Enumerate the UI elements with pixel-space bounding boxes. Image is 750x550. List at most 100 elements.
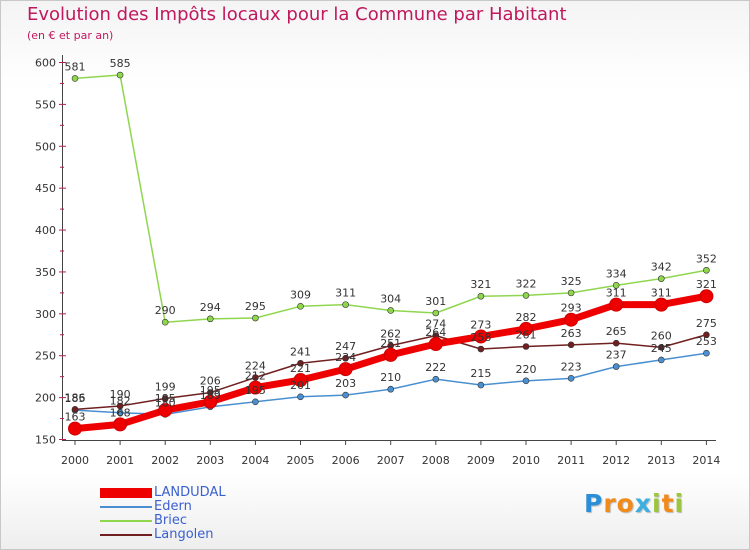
logo-letter: t — [661, 489, 675, 518]
legend-label-edern: Edern — [154, 499, 192, 514]
data-label-edern: 220 — [516, 363, 537, 376]
data-label-edern: 203 — [335, 377, 356, 390]
data-label-edern: 182 — [110, 395, 131, 408]
series-point-landudal — [113, 417, 128, 432]
series-point-edern — [567, 375, 575, 382]
data-label-edern: 185 — [65, 392, 86, 405]
data-label-landudal: 221 — [290, 362, 311, 375]
logo-letter: i — [674, 489, 685, 518]
x-tick-label: 2013 — [647, 454, 675, 467]
data-label-edern: 223 — [561, 360, 582, 373]
y-tick-label: 600 — [35, 56, 56, 69]
logo-letter: o — [616, 489, 635, 518]
data-label-landudal: 212 — [245, 370, 266, 383]
logo-letter: P — [584, 489, 604, 518]
legend-label-langolen: Langolen — [154, 527, 214, 542]
data-label-edern: 189 — [200, 389, 221, 402]
data-label-briec: 581 — [65, 60, 86, 73]
legend-swatch-langolen — [100, 534, 152, 536]
data-label-briec: 309 — [290, 288, 311, 301]
x-tick-label: 2011 — [557, 454, 585, 467]
data-label-langolen: 261 — [516, 329, 537, 342]
series-point-briec — [567, 289, 575, 297]
data-label-edern: 245 — [651, 342, 672, 355]
data-label-landudal: 234 — [335, 351, 356, 364]
series-point-langolen — [252, 374, 259, 381]
data-label-edern: 215 — [470, 367, 491, 380]
logo-letter: r — [603, 489, 617, 518]
proxiti-logo: Proxiti — [584, 489, 684, 518]
x-tick-label: 2005 — [287, 454, 315, 467]
series-point-landudal — [654, 297, 669, 312]
series-point-langolen — [161, 395, 169, 402]
data-label-edern: 201 — [290, 379, 311, 392]
series-point-landudal — [203, 394, 218, 409]
y-tick-label: 250 — [35, 350, 56, 363]
series-point-edern — [342, 391, 349, 399]
data-label-landudal: 311 — [606, 287, 627, 300]
data-label-landudal: 163 — [65, 411, 86, 424]
x-tick-label: 2008 — [422, 454, 450, 467]
data-label-landudal: 168 — [110, 406, 131, 419]
series-point-briec — [432, 309, 440, 317]
data-label-landudal: 195 — [200, 384, 221, 397]
y-tick-label: 400 — [35, 224, 56, 237]
data-label-briec: 352 — [696, 252, 717, 265]
x-tick-label: 2006 — [332, 454, 360, 467]
data-label-langolen: 241 — [290, 345, 311, 358]
series-point-briec — [161, 318, 169, 326]
legend-swatch-edern — [100, 506, 152, 508]
data-label-edern: 180 — [155, 396, 176, 409]
data-label-briec: 334 — [606, 267, 627, 280]
data-label-landudal: 273 — [470, 318, 491, 331]
series-point-edern — [703, 349, 710, 357]
series-point-langolen — [477, 345, 485, 353]
data-label-briec: 301 — [425, 295, 446, 308]
data-label-briec: 304 — [380, 292, 401, 305]
chart-title: Evolution des Impôts locaux pour la Comm… — [27, 4, 567, 25]
series-point-landudal — [293, 373, 308, 388]
data-label-briec: 295 — [245, 300, 266, 313]
series-point-landudal — [519, 321, 533, 336]
data-label-langolen: 275 — [696, 317, 717, 330]
y-tick-label: 350 — [35, 266, 56, 279]
data-label-landudal: 321 — [696, 278, 717, 291]
x-tick-label: 2000 — [61, 454, 89, 467]
legend-swatch-landudal — [100, 488, 152, 498]
series-line-briec — [74, 74, 708, 323]
series-point-edern — [477, 381, 485, 389]
data-label-langolen: 206 — [200, 375, 221, 388]
series-point-briec — [252, 314, 259, 322]
series-point-landudal — [473, 329, 488, 344]
x-tick-label: 2004 — [241, 454, 269, 467]
logo-letter: x — [634, 489, 652, 518]
series-point-langolen — [612, 339, 620, 347]
x-tick-label: 2007 — [377, 454, 405, 467]
series-point-langolen — [567, 341, 575, 349]
series-point-briec — [342, 301, 349, 308]
series-point-briec — [71, 75, 79, 82]
data-label-langolen: 274 — [425, 318, 446, 331]
data-label-briec: 294 — [200, 301, 221, 314]
series-point-langolen — [297, 359, 304, 367]
data-label-langolen: 260 — [651, 329, 672, 342]
data-label-langolen: 258 — [470, 331, 491, 344]
x-tick-label: 2009 — [467, 454, 495, 467]
series-point-landudal — [699, 289, 714, 304]
x-tick-label: 2014 — [692, 454, 720, 467]
data-label-briec: 311 — [335, 287, 356, 300]
data-label-edern: 195 — [245, 384, 266, 397]
chart-subtitle: (en € et par an) — [27, 29, 114, 42]
series-point-briec — [477, 292, 485, 300]
series-point-landudal — [609, 297, 624, 312]
series-point-edern — [657, 356, 665, 364]
x-tick-label: 2001 — [106, 454, 134, 467]
series-point-briec — [207, 315, 214, 323]
series-point-briec — [657, 275, 665, 282]
series-point-landudal — [248, 380, 263, 395]
legend-label-landudal: LANDUDAL — [154, 485, 226, 500]
data-label-briec: 322 — [516, 277, 537, 290]
series-point-landudal — [564, 312, 579, 327]
series-point-langolen — [657, 344, 665, 351]
